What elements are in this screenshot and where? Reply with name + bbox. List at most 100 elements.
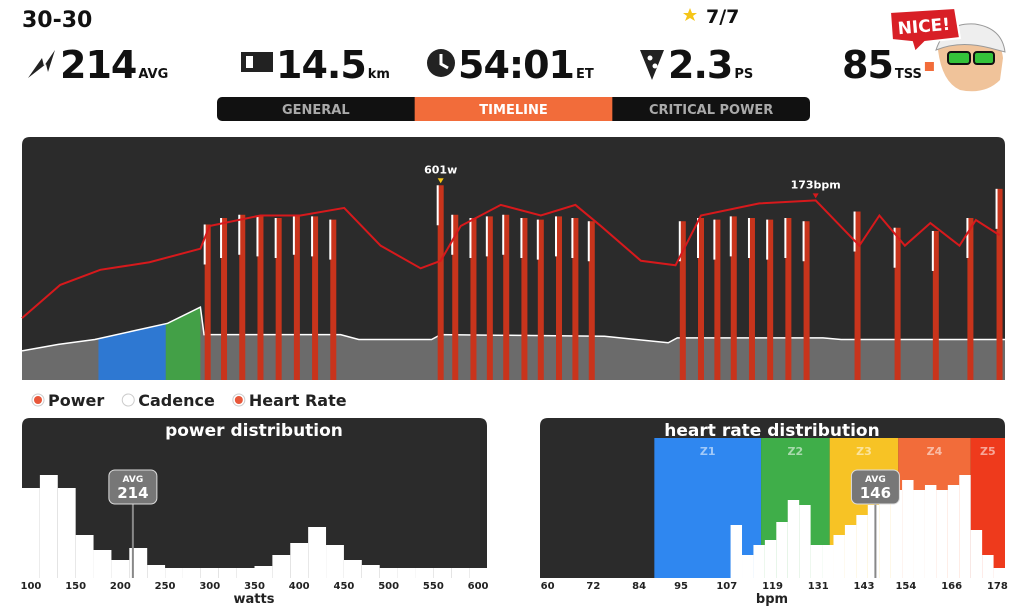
- avg-label: AVG: [865, 475, 886, 485]
- tab-active: [414, 97, 613, 121]
- stat-value: 14.5: [276, 43, 366, 87]
- avg-value: 214: [117, 484, 148, 502]
- effort-bar: [967, 218, 974, 380]
- zone-label: Z1: [700, 445, 716, 458]
- stat-value: 85: [842, 43, 893, 87]
- effort-bar: [854, 211, 861, 380]
- annotation: 173bpm: [791, 178, 841, 191]
- annotation-marker: [437, 178, 444, 184]
- histogram-bar: [290, 543, 309, 578]
- effort-bar: [894, 227, 901, 380]
- legend-swatch: [34, 396, 42, 404]
- x-tick-label: 500: [378, 581, 399, 592]
- effort-bar: [470, 218, 477, 380]
- histogram-bar: [959, 475, 971, 578]
- effort-bar: [257, 216, 264, 380]
- effort-bar: [293, 214, 300, 380]
- zone-label: Z5: [980, 445, 996, 458]
- stars: 7/7: [706, 6, 739, 28]
- x-tick-label: 300: [199, 581, 220, 592]
- tab[interactable]: CRITICAL POWER: [649, 103, 773, 118]
- effort-bar: [452, 214, 459, 380]
- histogram-bar: [469, 568, 487, 578]
- power-dist-panel: [22, 418, 487, 578]
- x-tick-label: 72: [586, 581, 600, 592]
- effort-bar: [679, 221, 686, 380]
- info-icon: [924, 62, 934, 71]
- histogram-bar: [730, 525, 743, 578]
- tab[interactable]: TIMELINE: [479, 103, 547, 118]
- chart-title: power distribution: [165, 421, 343, 441]
- histogram-bar: [982, 555, 994, 578]
- effort-bar: [437, 185, 444, 380]
- histogram-bar: [902, 480, 914, 578]
- histogram-bar: [415, 568, 434, 578]
- x-tick-label: 400: [289, 581, 310, 592]
- x-tick-label: 154: [895, 581, 916, 592]
- zone-label: Z2: [788, 445, 804, 458]
- histogram-bar: [776, 522, 788, 578]
- histogram-bar: [57, 488, 76, 578]
- histogram-bar: [343, 560, 362, 578]
- histogram-bar: [433, 568, 452, 578]
- effort-bar: [572, 218, 579, 380]
- cadence-line: [21, 305, 1005, 352]
- histogram-bar: [993, 568, 1005, 578]
- effort-bar: [537, 219, 544, 380]
- x-tick-label: 450: [333, 581, 354, 592]
- histogram-bar: [924, 485, 937, 578]
- histogram-bar: [970, 530, 983, 578]
- effort-bar: [275, 218, 282, 380]
- histogram-bar: [799, 505, 811, 578]
- x-tick-label: 131: [808, 581, 829, 592]
- x-tick-label: 550: [423, 581, 444, 592]
- stat-unit: km: [368, 67, 390, 82]
- avatar: NICE!: [888, 6, 1006, 92]
- effort-bar: [221, 218, 228, 380]
- stat-value: 214: [60, 43, 136, 87]
- x-tick-label: 600: [468, 581, 489, 592]
- effort-bar: [486, 216, 493, 380]
- clock-icon: [439, 54, 449, 70]
- x-tick-label: 60: [541, 581, 555, 592]
- effort-bar: [312, 216, 319, 380]
- x-tick-label: 100: [21, 581, 42, 592]
- x-tick-label: 95: [674, 581, 688, 592]
- effort-bar: [932, 230, 939, 380]
- tab[interactable]: GENERAL: [282, 103, 350, 118]
- effort-bar: [204, 224, 211, 380]
- avg-label: AVG: [123, 475, 144, 485]
- histogram-bar: [947, 485, 960, 578]
- stat-unit: PS: [734, 67, 753, 82]
- distance-icon: [246, 56, 253, 68]
- histogram-bar: [272, 555, 291, 578]
- histogram-bar: [165, 568, 183, 578]
- pizza-icon: [647, 55, 653, 61]
- x-axis-label: bpm: [756, 592, 788, 606]
- histogram-bar: [379, 568, 398, 578]
- histogram-bar: [218, 568, 237, 578]
- x-tick-label: 350: [244, 581, 265, 592]
- histogram-bar: [936, 490, 948, 578]
- histogram-bar: [236, 568, 255, 578]
- effort-bar: [556, 216, 563, 380]
- badge: NICE!: [897, 15, 951, 39]
- histogram-bar: [308, 527, 327, 578]
- avg-value: 146: [860, 484, 891, 502]
- x-tick-label: 200: [110, 581, 131, 592]
- legend-swatch: [234, 396, 243, 404]
- effort-bar: [996, 188, 1003, 380]
- effort-bar: [803, 221, 810, 380]
- histogram-bar: [764, 540, 777, 578]
- histogram-bar: [39, 475, 58, 578]
- zone-label: Z4: [927, 445, 943, 458]
- stat-unit: TSS: [895, 67, 922, 82]
- x-tick-label: 166: [941, 581, 962, 592]
- effort-bar: [239, 214, 246, 380]
- heart-rate-line: [21, 199, 1001, 319]
- x-axis-label: watts: [234, 592, 275, 606]
- effort-bar: [588, 221, 595, 380]
- avg-badge: [850, 469, 900, 505]
- legend-label: Cadence: [138, 391, 215, 410]
